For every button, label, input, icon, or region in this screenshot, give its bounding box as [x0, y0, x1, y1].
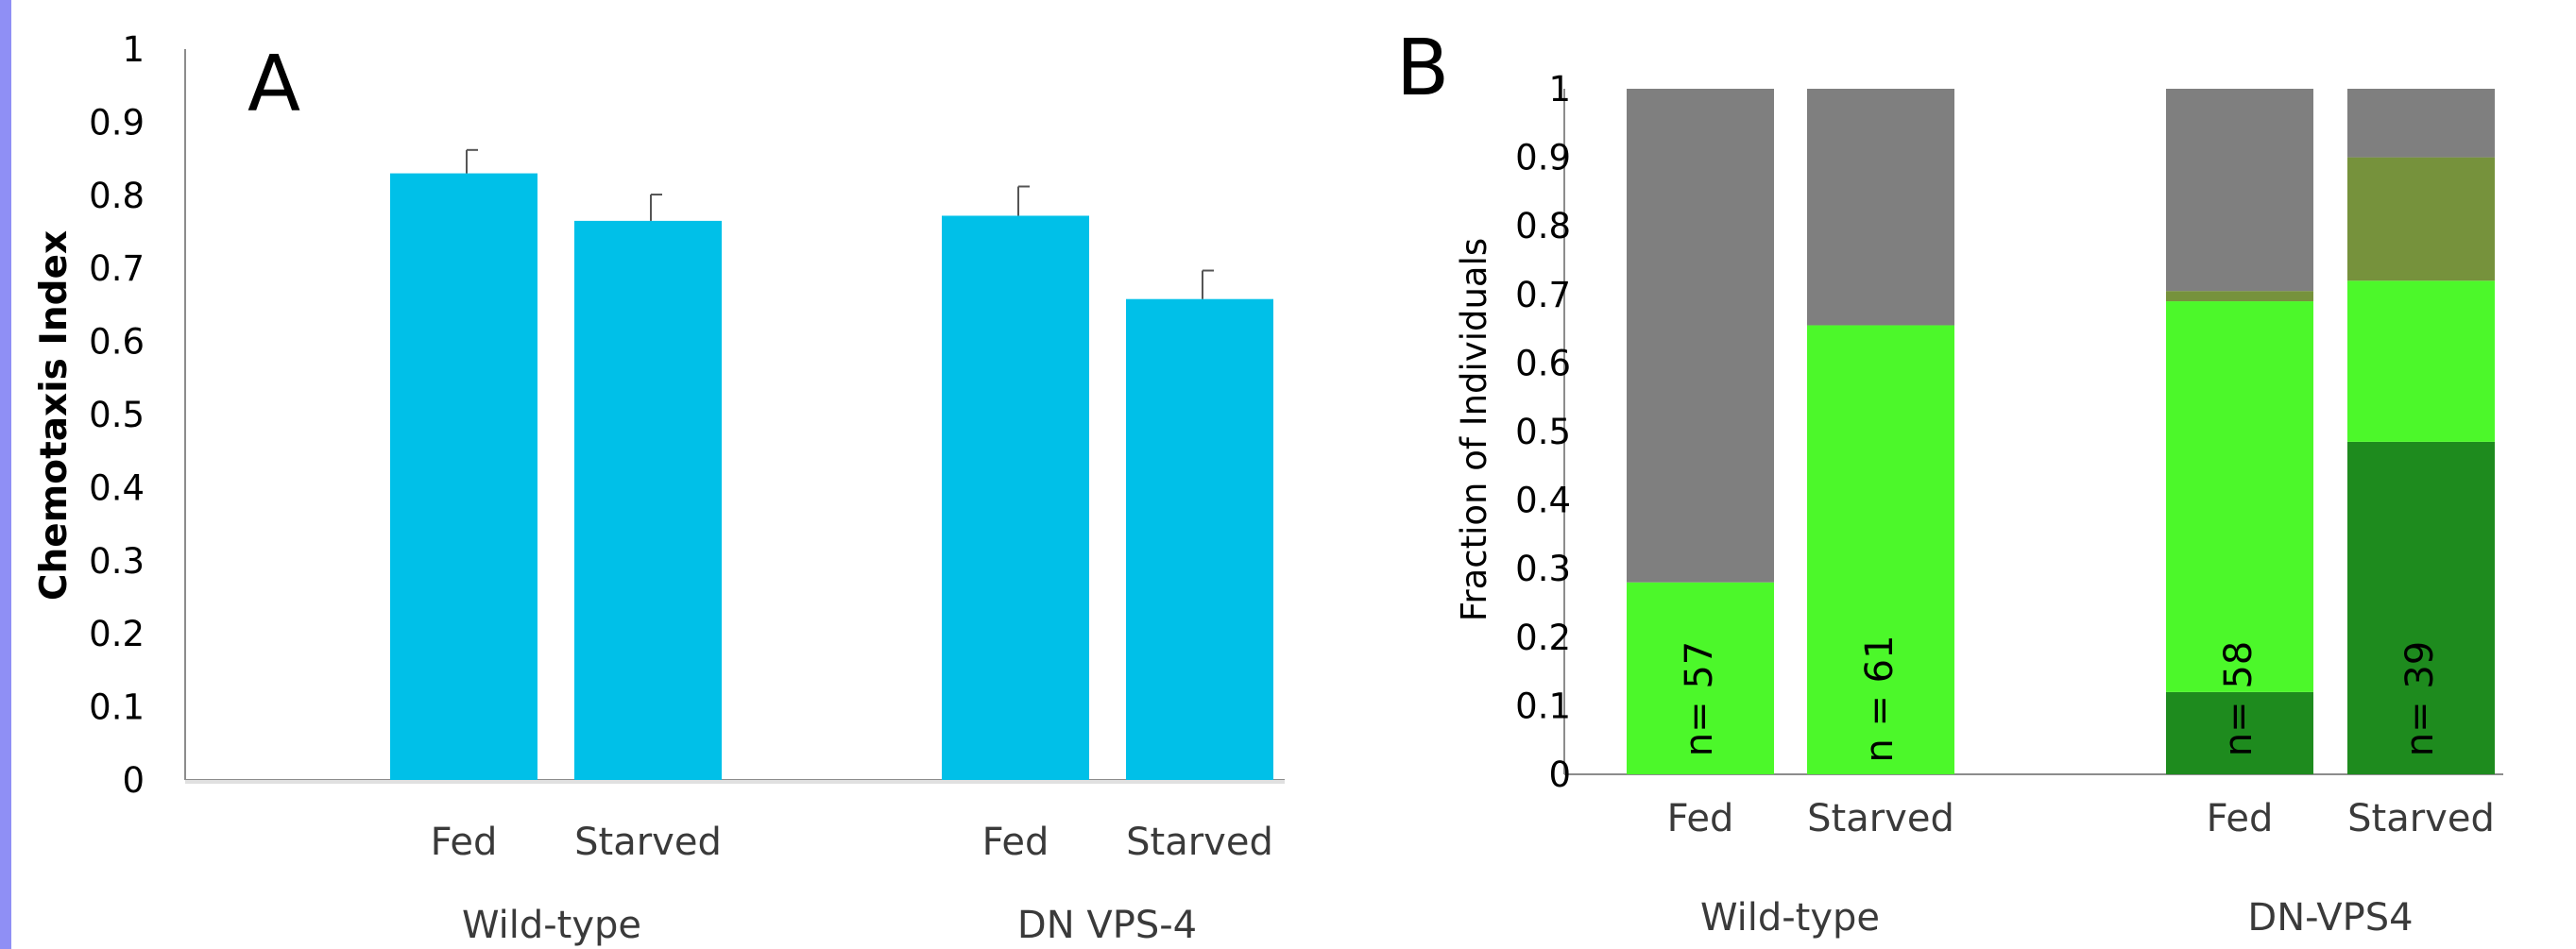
- x-category-label: Fed: [2207, 797, 2274, 840]
- y-tick-label: 0.3: [1515, 549, 1571, 589]
- stacked-bar-segment: [2347, 89, 2495, 158]
- y-tick-label: 0.2: [89, 614, 145, 654]
- stacked-bar-segment: [2166, 291, 2313, 302]
- left-edge-strip: [0, 0, 11, 949]
- bar: [574, 220, 722, 780]
- n-count-label: n= 39: [2398, 641, 2442, 756]
- y-tick-label: 0.3: [89, 541, 145, 582]
- n-count-label: n= 58: [2217, 641, 2260, 756]
- bar: [942, 215, 1089, 781]
- panel-label: A: [247, 40, 300, 129]
- y-tick-label: 0.7: [89, 248, 145, 289]
- y-tick-label: 0.9: [1515, 138, 1571, 178]
- y-tick-label: 0: [122, 760, 145, 801]
- y-tick-label: 1: [122, 29, 145, 70]
- y-tick-label: 0.2: [1515, 618, 1571, 658]
- x-category-label: Starved: [2347, 797, 2495, 840]
- y-axis-title: Chemotaxis Index: [33, 230, 76, 601]
- y-tick-label: 0.5: [1515, 412, 1571, 452]
- stacked-bar-segment: [2166, 89, 2313, 292]
- y-tick-label: 0: [1548, 754, 1571, 795]
- panel-b-fraction-chart: 0 0.1 0.2 0.3 0.4 0.5 0.6 0.7 0.8 0.9 1 Fed n= 57 Sta…: [1396, 24, 2503, 940]
- x-group-label: DN-VPS4: [2247, 896, 2413, 940]
- x-group-label: DN VPS-4: [1017, 904, 1197, 947]
- stacked-bar-segment: [2347, 157, 2495, 281]
- stacked-bar-segment: [2166, 301, 2313, 692]
- n-count-label: n = 61: [1858, 635, 1902, 762]
- stacked-bar-segment: [1627, 89, 1774, 583]
- x-category-label: Fed: [431, 821, 498, 864]
- y-tick-label: 0.5: [89, 395, 145, 435]
- y-tick-label: 0.6: [89, 322, 145, 363]
- panel-label: B: [1396, 24, 1449, 113]
- y-tick-label: 0.6: [1515, 343, 1571, 383]
- stacked-bar-segment: [1807, 89, 1954, 326]
- y-tick-label: 0.1: [1515, 686, 1571, 726]
- stacked-bar-segment: [2347, 280, 2495, 442]
- y-axis-title: Fraction of Individuals: [1454, 238, 1494, 621]
- x-category-label: Fed: [982, 821, 1049, 864]
- y-tick-label: 0.4: [1515, 481, 1571, 521]
- panel-a-chemotaxis-chart: 0 0.1 0.2 0.3 0.4 0.5 0.6 0.7 0.8 0.9 1 Fed Starved F…: [33, 29, 1285, 947]
- stacked-bar-segment: [1627, 582, 1774, 774]
- bar: [390, 173, 537, 780]
- y-tick-label: 0.4: [89, 467, 145, 508]
- stacked-bar-segment: [1807, 325, 1954, 774]
- x-group-label: Wild-type: [1700, 896, 1880, 940]
- stacked-bar-segment: [2347, 441, 2495, 774]
- y-tick-label: 1: [1548, 69, 1571, 110]
- x-category-label: Starved: [574, 821, 722, 864]
- y-tick-label: 0.1: [89, 687, 145, 728]
- y-tick-label: 0.8: [89, 176, 145, 216]
- stacked-bar-segment: [2166, 691, 2313, 774]
- y-tick-label: 0.7: [1515, 275, 1571, 315]
- bar: [1126, 298, 1273, 780]
- x-category-label: Starved: [1126, 821, 1273, 864]
- x-category-label: Fed: [1667, 797, 1734, 840]
- y-tick-label: 0.8: [1515, 206, 1571, 246]
- x-group-label: Wild-type: [462, 904, 641, 947]
- y-tick-label: 0.9: [89, 102, 145, 143]
- n-count-label: n= 57: [1678, 641, 1721, 756]
- x-category-label: Starved: [1807, 797, 1954, 840]
